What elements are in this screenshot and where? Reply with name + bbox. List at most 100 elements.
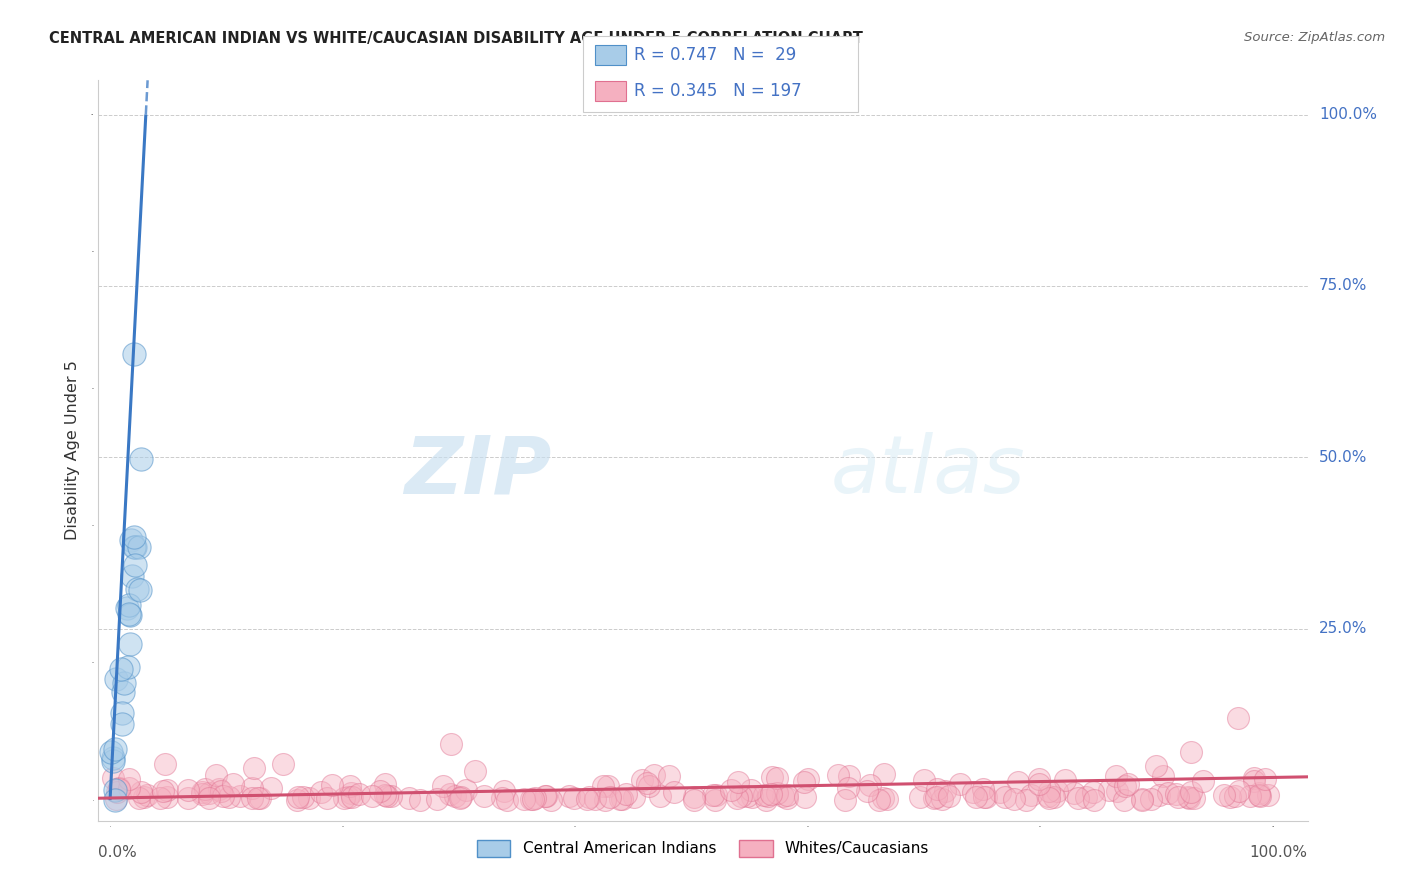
Point [374, 777, 396, 791]
Point [121, 569, 143, 583]
Point [112, 675, 135, 690]
Point [110, 662, 132, 676]
Point [118, 781, 141, 796]
Point [772, 789, 794, 803]
Point [221, 777, 243, 791]
Point [1002, 792, 1025, 806]
Point [730, 789, 752, 803]
Point [564, 791, 586, 805]
Point [922, 791, 945, 805]
Point [974, 789, 997, 804]
Point [101, 751, 124, 765]
Point [120, 533, 142, 547]
Point [100, 745, 122, 759]
Point [336, 789, 359, 804]
Point [876, 792, 898, 806]
Point [756, 789, 779, 804]
Text: Source: ZipAtlas.com: Source: ZipAtlas.com [1244, 31, 1385, 45]
Point [741, 790, 763, 805]
Point [309, 785, 332, 799]
Point [578, 789, 600, 804]
Point [610, 791, 633, 805]
Point [536, 789, 558, 803]
Point [104, 782, 127, 797]
Point [972, 781, 994, 796]
Text: R = 0.747   N =  29: R = 0.747 N = 29 [634, 46, 796, 64]
Point [524, 790, 547, 805]
Point [1112, 792, 1135, 806]
Point [766, 771, 789, 785]
Point [793, 790, 815, 805]
Point [207, 781, 229, 796]
Point [755, 792, 778, 806]
Point [1249, 789, 1271, 803]
Point [1074, 789, 1097, 804]
Text: 0.0%: 0.0% [98, 845, 138, 860]
Point [793, 775, 815, 789]
Point [1177, 790, 1199, 805]
Point [212, 789, 235, 804]
Point [1038, 790, 1060, 805]
Point [1243, 773, 1265, 788]
Point [1114, 780, 1136, 794]
Point [260, 780, 283, 795]
Point [1239, 789, 1261, 803]
Point [103, 754, 125, 768]
Point [134, 789, 156, 804]
Point [534, 789, 557, 804]
Point [934, 784, 956, 798]
Point [872, 766, 894, 780]
Point [291, 789, 314, 804]
Point [197, 791, 219, 805]
Point [197, 786, 219, 800]
Point [1152, 769, 1174, 783]
Point [1028, 777, 1050, 791]
Point [120, 607, 142, 622]
Point [1219, 790, 1241, 805]
Point [426, 792, 449, 806]
Point [682, 793, 704, 807]
Point [176, 791, 198, 805]
Point [761, 770, 783, 784]
Text: 75.0%: 75.0% [1319, 278, 1368, 293]
Point [925, 790, 948, 805]
Point [1227, 783, 1250, 797]
Point [912, 773, 935, 788]
Point [766, 786, 789, 800]
Point [855, 784, 877, 798]
Point [149, 790, 172, 805]
Point [720, 783, 742, 797]
Point [118, 598, 141, 612]
Point [118, 607, 141, 622]
Point [316, 791, 339, 805]
Point [122, 530, 145, 544]
Point [725, 791, 748, 805]
Point [938, 789, 960, 803]
Point [271, 756, 294, 771]
Point [1098, 783, 1121, 797]
Point [1223, 789, 1246, 803]
Point [837, 780, 859, 795]
Point [347, 787, 370, 801]
Point [706, 788, 728, 802]
Point [409, 793, 432, 807]
Point [472, 789, 495, 804]
Point [1007, 775, 1029, 789]
Point [104, 793, 127, 807]
Point [104, 672, 127, 686]
Point [776, 791, 799, 805]
Point [1081, 785, 1104, 799]
Point [1116, 777, 1139, 791]
Point [614, 787, 637, 801]
Point [599, 790, 621, 805]
Legend: Central American Indians, Whites/Caucasians: Central American Indians, Whites/Caucasi… [470, 832, 936, 865]
Point [752, 788, 775, 802]
Point [1105, 769, 1128, 783]
Point [540, 793, 562, 807]
Point [107, 780, 129, 795]
Point [1139, 792, 1161, 806]
Point [859, 778, 882, 792]
Point [246, 791, 269, 805]
Point [361, 789, 384, 803]
Point [727, 774, 749, 789]
